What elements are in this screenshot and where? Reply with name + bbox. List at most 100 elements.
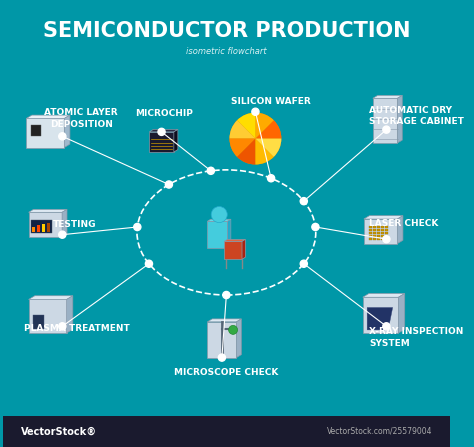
Polygon shape	[27, 115, 70, 118]
Polygon shape	[368, 229, 372, 231]
Polygon shape	[399, 294, 405, 333]
Wedge shape	[229, 139, 255, 157]
Polygon shape	[66, 296, 73, 333]
Polygon shape	[149, 130, 178, 132]
Polygon shape	[207, 221, 228, 248]
Text: X-RAY INSPECTION
SYSTEM: X-RAY INSPECTION SYSTEM	[369, 328, 464, 347]
Polygon shape	[32, 227, 36, 232]
Wedge shape	[237, 113, 255, 139]
Polygon shape	[37, 225, 40, 232]
Circle shape	[146, 260, 153, 267]
Polygon shape	[384, 235, 388, 237]
Polygon shape	[207, 219, 231, 221]
Polygon shape	[364, 219, 397, 244]
Circle shape	[158, 128, 165, 135]
Polygon shape	[363, 297, 399, 333]
Polygon shape	[373, 235, 376, 237]
Wedge shape	[255, 120, 282, 139]
Circle shape	[229, 113, 282, 164]
Polygon shape	[224, 241, 242, 259]
Polygon shape	[376, 238, 380, 240]
Polygon shape	[384, 238, 388, 240]
Text: LASER CHECK: LASER CHECK	[369, 219, 439, 228]
Polygon shape	[381, 232, 384, 234]
Polygon shape	[384, 229, 388, 231]
Text: AUTOMATIC DRY
STORAGE CABINET: AUTOMATIC DRY STORAGE CABINET	[369, 106, 464, 126]
Circle shape	[223, 291, 230, 299]
Polygon shape	[373, 229, 376, 231]
Polygon shape	[62, 209, 67, 237]
Polygon shape	[373, 232, 376, 234]
Polygon shape	[228, 219, 231, 248]
Polygon shape	[376, 226, 380, 228]
Polygon shape	[27, 118, 64, 148]
Polygon shape	[384, 232, 388, 234]
Circle shape	[219, 354, 226, 361]
Polygon shape	[363, 294, 405, 297]
Polygon shape	[31, 125, 41, 136]
Polygon shape	[373, 238, 376, 240]
Circle shape	[383, 323, 390, 330]
Polygon shape	[368, 226, 372, 228]
Circle shape	[300, 198, 307, 205]
Polygon shape	[373, 98, 397, 143]
Text: isometric flowchart: isometric flowchart	[186, 47, 267, 56]
Polygon shape	[64, 115, 70, 148]
Polygon shape	[397, 216, 403, 244]
Polygon shape	[224, 240, 246, 241]
Polygon shape	[384, 226, 388, 228]
Circle shape	[312, 224, 319, 231]
Polygon shape	[397, 95, 402, 143]
Polygon shape	[28, 299, 66, 333]
Text: ATOMIC LAYER
DEPOSITION: ATOMIC LAYER DEPOSITION	[44, 109, 118, 128]
Text: VectorStock®: VectorStock®	[21, 426, 97, 436]
Text: PLASMA TREATMENT: PLASMA TREATMENT	[24, 324, 129, 333]
Polygon shape	[149, 132, 174, 152]
Polygon shape	[373, 95, 402, 98]
Circle shape	[300, 260, 307, 267]
Polygon shape	[381, 235, 384, 237]
Circle shape	[383, 126, 390, 133]
Polygon shape	[381, 229, 384, 231]
Polygon shape	[368, 238, 372, 240]
Polygon shape	[28, 212, 62, 237]
Wedge shape	[255, 113, 274, 139]
Polygon shape	[28, 296, 73, 299]
Polygon shape	[242, 240, 246, 259]
Wedge shape	[229, 120, 255, 139]
Polygon shape	[376, 229, 380, 231]
Circle shape	[228, 325, 237, 334]
Wedge shape	[237, 139, 255, 164]
Circle shape	[134, 224, 141, 231]
Polygon shape	[373, 226, 376, 228]
Circle shape	[267, 175, 274, 182]
Polygon shape	[207, 322, 237, 358]
Circle shape	[207, 167, 214, 174]
Polygon shape	[33, 315, 44, 329]
Circle shape	[165, 181, 173, 188]
Polygon shape	[381, 226, 384, 228]
Bar	[3, 416, 450, 447]
Polygon shape	[207, 319, 241, 322]
Polygon shape	[42, 224, 46, 232]
Text: SILICON WAFER: SILICON WAFER	[231, 97, 311, 106]
Text: MICROSCOPE CHECK: MICROSCOPE CHECK	[174, 368, 279, 377]
Text: SEMICONDUCTOR PRODUCTION: SEMICONDUCTOR PRODUCTION	[43, 21, 410, 41]
Circle shape	[59, 231, 66, 238]
Polygon shape	[376, 235, 380, 237]
Text: MICROCHIP: MICROCHIP	[135, 110, 193, 118]
Wedge shape	[255, 139, 274, 164]
Polygon shape	[376, 232, 380, 234]
Polygon shape	[367, 308, 392, 330]
Circle shape	[252, 108, 259, 115]
Wedge shape	[255, 139, 282, 157]
Polygon shape	[31, 220, 52, 233]
Polygon shape	[237, 319, 241, 358]
Circle shape	[59, 133, 66, 140]
Polygon shape	[364, 216, 403, 219]
Polygon shape	[368, 232, 372, 234]
Polygon shape	[368, 235, 372, 237]
Text: VectorStock.com/25579004: VectorStock.com/25579004	[327, 427, 432, 436]
Circle shape	[383, 236, 390, 243]
Text: TESTING: TESTING	[53, 220, 96, 229]
